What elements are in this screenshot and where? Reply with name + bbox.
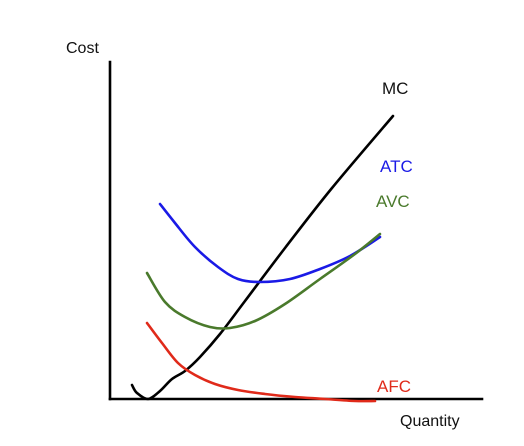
series-layer	[130, 114, 395, 403]
atc-label: ATC	[380, 157, 413, 176]
afc-label: AFC	[377, 377, 411, 396]
mc-label: MC	[382, 79, 408, 98]
avc-curve	[145, 232, 382, 330]
series-label-layer: MC ATC AVC AFC	[376, 79, 413, 396]
y-axis-label: Cost	[66, 40, 99, 57]
atc-curve	[158, 202, 382, 284]
x-axis-label: Quantity	[400, 413, 460, 430]
avc-label: AVC	[376, 192, 410, 211]
afc-curve	[145, 321, 377, 403]
mc-curve	[130, 114, 395, 401]
